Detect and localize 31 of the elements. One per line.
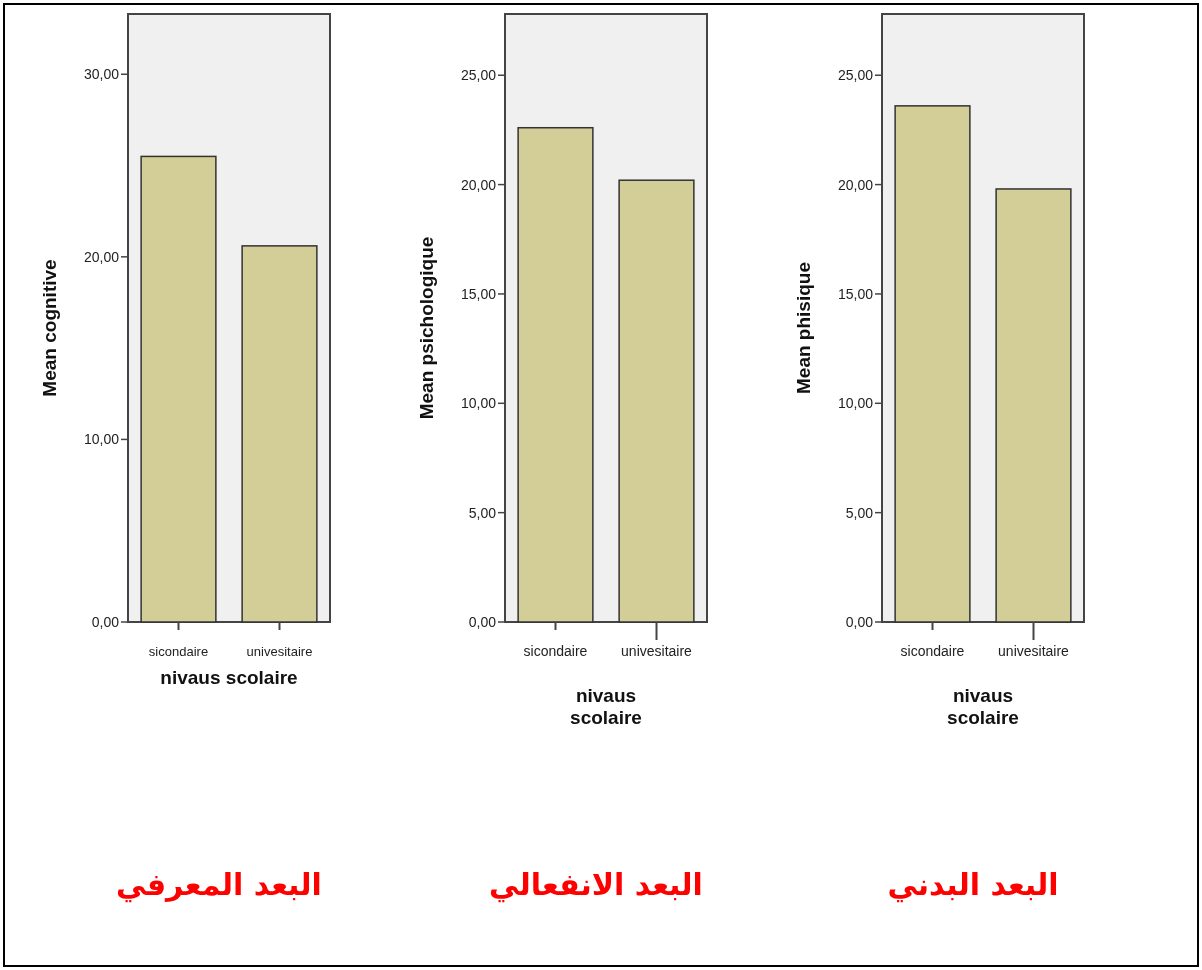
x-tick-label: sicondaire <box>148 644 209 659</box>
y-tick-label: 30,00 <box>83 66 120 83</box>
y-tick-label: 5,00 <box>468 504 497 521</box>
y-tick-label: 0,00 <box>91 614 120 630</box>
y-tick-label: 0,00 <box>468 614 497 630</box>
text: البعد المعرفي <box>116 867 322 903</box>
y-tick-label: 10,00 <box>83 431 120 448</box>
y-tick-label: 10,00 <box>837 395 874 412</box>
x-tick-label: univesitaire <box>246 644 313 659</box>
y-axis-title: Mean cognitive <box>39 259 60 397</box>
y-tick-label: 15,00 <box>460 285 497 302</box>
y-tick-label: 20,00 <box>83 248 120 265</box>
y-tick-label: 0,00 <box>845 614 874 630</box>
y-tick-label: 25,00 <box>837 67 874 84</box>
y-tick-label: 20,00 <box>837 176 874 193</box>
y-tick-label: 20,00 <box>460 176 497 193</box>
x-tick-label: sicondaire <box>523 643 588 659</box>
y-tick-label: 10,00 <box>460 395 497 412</box>
x-tick-label: univesitaire <box>621 643 693 659</box>
y-tick-label: 25,00 <box>460 67 497 84</box>
text: البعد البدني <box>887 867 1059 903</box>
x-axis-title: nivaus scolaire <box>160 667 298 688</box>
x-tick-label: univesitaire <box>998 643 1070 659</box>
x-axis-title: nivaus scolaire <box>570 685 642 728</box>
x-tick-label: sicondaire <box>900 643 965 659</box>
y-tick-label: 15,00 <box>837 285 874 302</box>
text: البعد الانفعالي <box>489 867 703 903</box>
x-axis-title: nivaus scolaire <box>947 685 1019 728</box>
y-axis-title: Mean psichologique <box>416 236 437 420</box>
y-axis-title: Mean phisique <box>793 262 814 394</box>
y-tick-label: 5,00 <box>845 504 874 521</box>
